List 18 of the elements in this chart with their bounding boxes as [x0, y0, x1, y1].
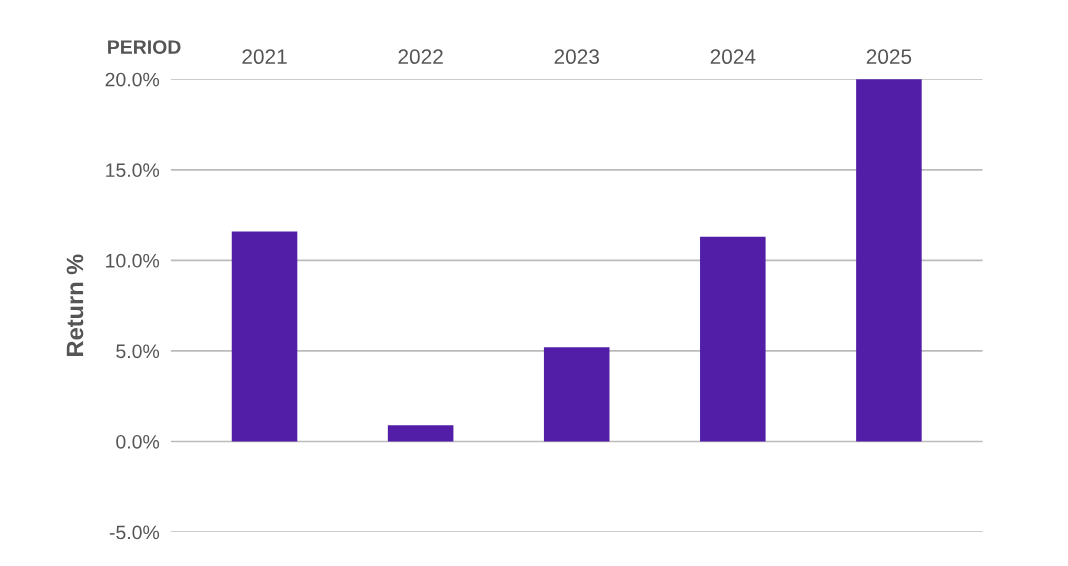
y-tick-label: 0.0% — [116, 434, 160, 449]
bar — [231, 231, 298, 442]
bar — [543, 347, 610, 442]
bar — [700, 236, 766, 442]
y-tick-label: 15.0% — [106, 163, 160, 178]
x-tick-label: 2024 — [710, 49, 756, 65]
bar — [856, 79, 922, 442]
y-tick-label: 5.0% — [116, 344, 160, 359]
x-tick-label: 2025 — [866, 49, 912, 65]
bar — [387, 425, 454, 442]
x-tick-label: 2021 — [242, 49, 287, 65]
y-tick-label: 20.0% — [105, 72, 160, 87]
x-tick-label: 2023 — [554, 49, 599, 65]
y-axis-title: Return % — [66, 254, 84, 356]
y-tick-label: 10.0% — [106, 253, 160, 268]
y-tick-label: -5.0% — [109, 525, 160, 540]
x-axis-title: PERIOD — [108, 40, 181, 54]
x-tick-label: 2022 — [398, 49, 443, 65]
